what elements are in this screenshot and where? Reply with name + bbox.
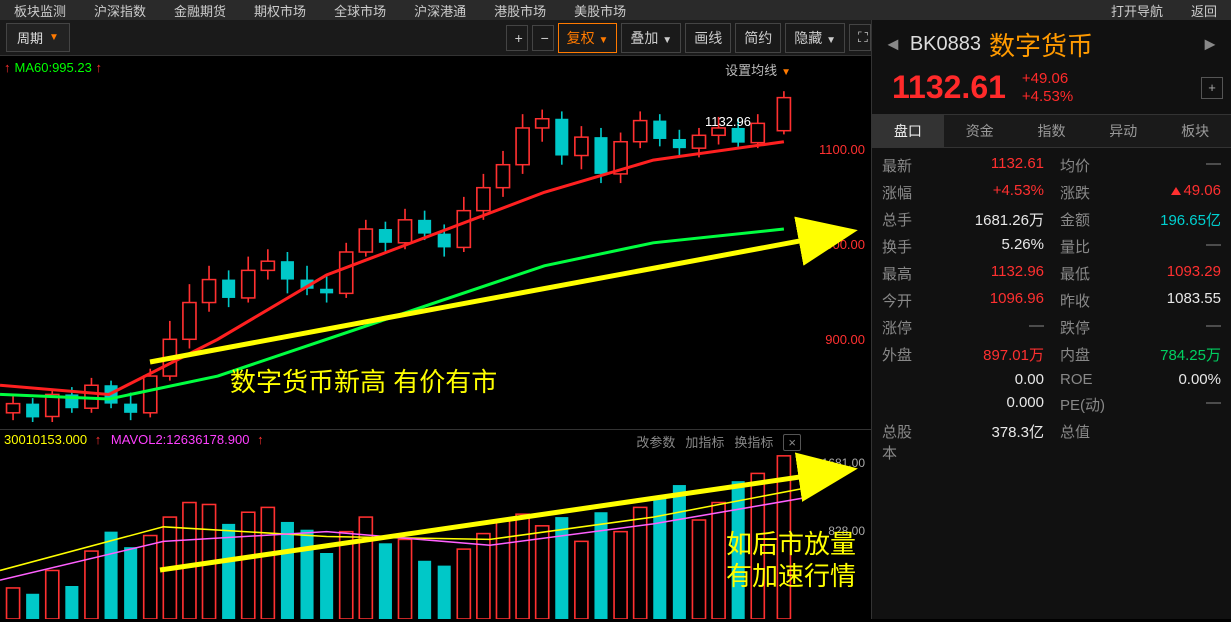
prev-stock-button[interactable]: ◄ [880,34,906,55]
chart-toolbar: 周期 ▼ + − 复权 ▼ 叠加 ▼ 画线 简约 隐藏 ▼ ⛶ [0,20,871,56]
quote-tab[interactable]: 指数 [1016,115,1088,147]
topnav-item[interactable]: 沪深指数 [94,1,146,20]
top-nav: 板块监测 沪深指数 金融期货 期权市场 全球市场 沪深港通 港股市场 美股市场 打开导航 返回 [0,0,1231,20]
candlestick-chart[interactable]: 1100.00 1000.00 900.00 1132.96 [0,82,871,422]
quote-tabs: 盘口资金指数异动板块 [872,114,1231,148]
quote-row: 今开1096.96昨收1083.55 [872,287,1231,314]
arrow-up-icon: ↑ [95,60,102,75]
vol-y-tick: 828.00 [828,524,865,538]
y-tick: 1000.00 [818,237,865,252]
quote-price-row: 1132.61 +49.06 +4.53% + [872,63,1231,114]
next-stock-button[interactable]: ► [1197,34,1223,55]
quote-row: 最新1132.61均价— [872,152,1231,179]
topnav-item[interactable]: 板块监测 [14,1,66,20]
quote-panel: ◄ BK0883 数字货币 ► 1132.61 +49.06 +4.53% + … [871,20,1231,619]
topnav-item[interactable]: 返回 [1191,1,1217,20]
volume-chart[interactable]: 1681.00 828.00 [0,454,871,619]
quote-tab[interactable]: 板块 [1159,115,1231,147]
add-button[interactable]: + [1201,77,1223,99]
arrow-up-icon: ↑ [4,60,11,75]
volume-panel: 30010153.000 ↑ MAVOL2:12636178.900 ↑ 改参数… [0,429,871,619]
quote-row: 总手1681.26万金额196.65亿 [872,206,1231,233]
volume-header: 30010153.000 ↑ MAVOL2:12636178.900 ↑ [4,432,264,447]
last-price: 1132.61 [892,69,1006,106]
period-label: 周期 [17,28,43,47]
ma60-label: ↑MA60:995.23 ↑ [4,60,106,75]
chevron-down-icon: ▼ [49,32,59,43]
topnav-item[interactable]: 沪深港通 [414,1,466,20]
simple-button[interactable]: 简约 [735,23,781,53]
quote-tab[interactable]: 盘口 [872,115,944,147]
quote-row: 0.00ROE0.00% [872,368,1231,391]
close-icon[interactable]: × [783,434,801,451]
zoom-in-button[interactable]: + [506,25,528,51]
volume-toolbar: 改参数加指标换指标 × [626,432,801,451]
quote-row: 最高1132.96最低1093.29 [872,260,1231,287]
quote-row: 0.000PE(动)— [872,391,1231,418]
fullscreen-button[interactable]: ⛶ [849,24,871,51]
arrow-up-icon: ↑ [257,432,264,447]
y-tick: 900.00 [825,332,865,347]
overlay-button[interactable]: 叠加 ▼ [621,23,681,53]
draw-button[interactable]: 画线 [685,23,731,53]
quote-row: 涨幅+4.53%涨跌49.06 [872,179,1231,206]
vol-y-tick: 1681.00 [822,456,865,470]
y-tick: 1100.00 [819,142,865,157]
quote-row: 外盘897.01万内盘784.25万 [872,341,1231,368]
stock-code: BK0883 [910,33,981,56]
topnav-item[interactable]: 港股市场 [494,1,546,20]
chevron-down-icon: ▼ [599,35,609,46]
vol-toolbar-btn[interactable]: 加指标 [685,435,724,450]
hide-button[interactable]: 隐藏 ▼ [785,23,845,53]
price-change: +49.06 +4.53% [1022,70,1073,106]
quote-grid: 最新1132.61均价—涨幅+4.53%涨跌49.06总手1681.26万金额1… [872,148,1231,470]
last-price-tag: 1132.96 [705,114,751,129]
mavol1-label: 30010153.000 [4,432,87,447]
period-selector[interactable]: 周期 ▼ [6,23,70,52]
quote-row: 换手5.26%量比— [872,233,1231,260]
topnav-item[interactable]: 美股市场 [574,1,626,20]
quote-row: 总股本378.3亿总值 [872,418,1231,466]
vol-toolbar-btn[interactable]: 改参数 [636,435,675,450]
quote-row: 涨停—跌停— [872,314,1231,341]
chevron-down-icon: ▼ [826,35,836,46]
mavol2-label: MAVOL2:12636178.900 [111,432,250,447]
vol-toolbar-btn[interactable]: 换指标 [734,435,773,450]
arrow-up-icon: ↑ [95,432,102,447]
topnav-item[interactable]: 金融期货 [174,1,226,20]
topnav-item[interactable]: 全球市场 [334,1,386,20]
topnav-item[interactable]: 打开导航 [1111,1,1163,20]
ma-settings[interactable]: 设置均线▼ [725,60,791,79]
quote-title: ◄ BK0883 数字货币 ► [872,20,1231,63]
chevron-down-icon: ▼ [662,35,672,46]
zoom-out-button[interactable]: − [532,25,554,51]
quote-tab[interactable]: 异动 [1087,115,1159,147]
quote-tab[interactable]: 资金 [944,115,1016,147]
fuquan-button[interactable]: 复权 ▼ [558,23,618,53]
topnav-item[interactable]: 期权市场 [254,1,306,20]
chevron-down-icon: ▼ [781,67,791,78]
stock-name: 数字货币 [989,26,1093,63]
chart-area: ↑MA60:995.23 ↑ 设置均线▼ 1100.00 1000.00 900… [0,56,871,619]
